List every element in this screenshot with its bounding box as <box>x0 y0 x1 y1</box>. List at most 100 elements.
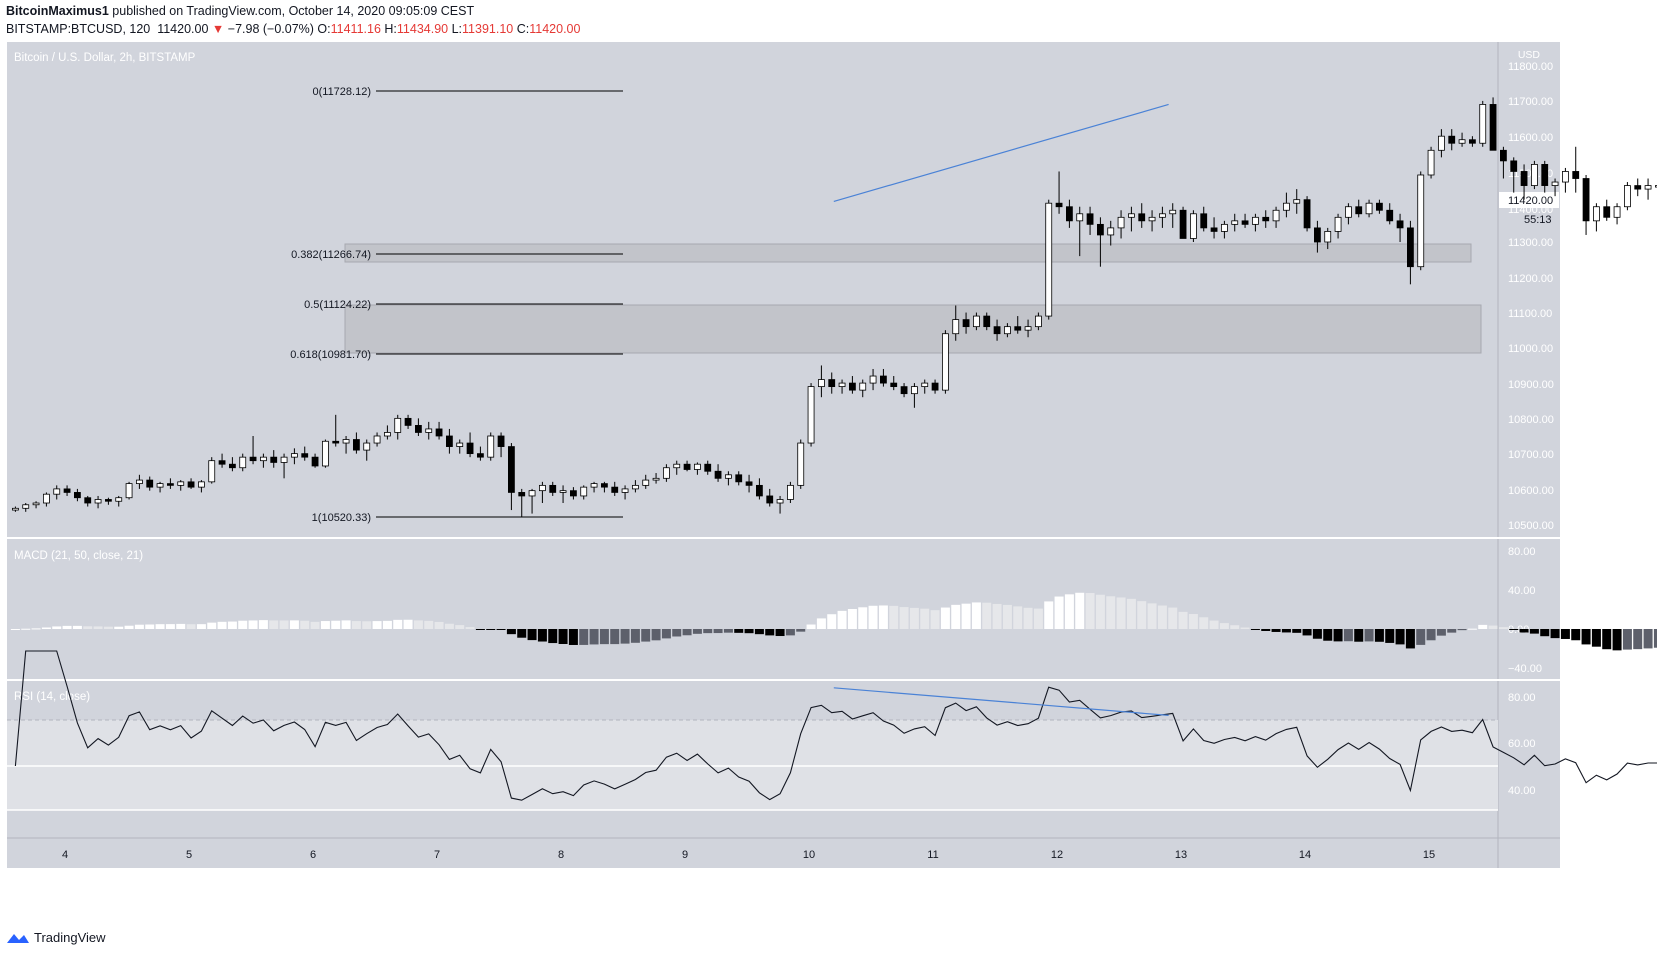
support-zone-upper[interactable] <box>344 243 1472 263</box>
macd-bar <box>1250 629 1260 630</box>
macd-bar <box>1509 629 1519 630</box>
rsi-trend-line[interactable] <box>833 687 1169 716</box>
macd-bar <box>868 605 878 629</box>
candle-down <box>218 460 226 465</box>
price-axis-bg[interactable] <box>1498 42 1560 838</box>
macd-bar <box>506 629 516 635</box>
macd-bar <box>620 629 630 644</box>
candle-down <box>249 456 257 462</box>
macd-bar <box>1457 629 1467 631</box>
fib-label-0: 0(11728.12) <box>312 86 371 98</box>
candle-down <box>1200 213 1208 229</box>
y-tick: 10700.00 <box>1508 449 1554 461</box>
macd-bar <box>444 623 454 629</box>
macd-bar <box>248 620 258 629</box>
candle-down <box>849 382 856 391</box>
rsi-y-tick: 80.00 <box>1508 692 1536 704</box>
candle-up <box>838 382 846 388</box>
fib-label-1: 1(10520.33) <box>312 512 371 524</box>
tradingview-logo-icon <box>7 933 29 943</box>
macd-bar <box>992 603 1002 629</box>
candle-up <box>115 497 123 502</box>
macd-bar <box>630 629 640 643</box>
low-value: 11391.10 <box>462 22 514 36</box>
candle-down <box>1262 216 1270 222</box>
candle-down <box>187 481 195 488</box>
candle-down <box>1603 206 1611 218</box>
candle-up <box>952 319 960 335</box>
candle-up <box>869 375 877 384</box>
macd-bar <box>1292 629 1302 633</box>
candle-down <box>1241 220 1249 225</box>
macd-bar <box>971 602 981 629</box>
candle-up <box>1004 326 1011 335</box>
macd-bar <box>207 622 217 629</box>
macd-bar <box>589 629 599 645</box>
candle-up <box>1128 213 1135 218</box>
macd-bar <box>1385 629 1395 643</box>
candle-down <box>601 483 608 488</box>
macd-bar <box>1044 601 1054 629</box>
macd-bar <box>827 614 837 629</box>
last-price-badge <box>1499 192 1559 208</box>
macd-bar <box>1271 629 1281 632</box>
macd-bar <box>878 605 888 629</box>
candle-down <box>1014 326 1022 331</box>
x-tick: 5 <box>186 849 192 861</box>
candle-down <box>549 484 557 493</box>
candle-up <box>1148 216 1156 222</box>
candle-down <box>1500 149 1507 162</box>
macd-bar <box>1281 629 1291 633</box>
macd-bar <box>1261 629 1271 631</box>
macd-bar <box>424 620 434 629</box>
candle-up <box>642 479 650 486</box>
macd-bar <box>83 626 93 629</box>
tradingview-logo[interactable]: TradingView <box>6 930 106 945</box>
macd-bar <box>258 620 268 629</box>
fib-label-05: 0.5(11124.22) <box>304 299 371 311</box>
candle-up <box>1334 216 1342 232</box>
macd-bar <box>744 629 754 634</box>
candle-up <box>621 488 629 493</box>
price-trend-line[interactable] <box>833 103 1169 203</box>
candle-down <box>704 463 712 472</box>
macd-bar <box>300 620 310 629</box>
candle-down <box>352 439 360 451</box>
macd-bar <box>10 629 20 630</box>
candle-down <box>228 463 236 469</box>
x-tick: 9 <box>682 849 688 861</box>
candle-down <box>166 483 174 486</box>
publisher-name[interactable]: BitcoinMaximus1 <box>6 4 109 18</box>
candle-up <box>1593 206 1600 222</box>
support-zone-lower[interactable] <box>344 304 1482 354</box>
candle-down <box>1314 227 1321 243</box>
macd-bar <box>1075 592 1085 629</box>
candle-up <box>1107 227 1115 236</box>
candle-down <box>1489 104 1497 151</box>
candle-down <box>931 382 939 391</box>
macd-bar <box>145 624 155 629</box>
last-price-label: 11420.00 <box>1508 195 1553 207</box>
candle-up <box>859 382 867 391</box>
macd-bar <box>765 629 775 636</box>
macd-bar <box>1033 608 1043 629</box>
y-tick: 11700.00 <box>1508 96 1553 108</box>
candle-up <box>1644 185 1652 190</box>
macd-bar <box>103 626 113 629</box>
candle-up <box>1438 135 1445 151</box>
macd-bar <box>1157 605 1167 629</box>
time-axis-bg[interactable] <box>7 838 1560 868</box>
y-tick: 11200.00 <box>1508 273 1553 285</box>
candle-up <box>156 483 164 488</box>
macd-bar <box>568 629 578 645</box>
candle-up <box>663 467 670 479</box>
candle-up <box>1324 231 1332 243</box>
macd-bar <box>1622 629 1632 650</box>
macd-panel-title: MACD (21, 50, close, 21) <box>14 550 143 562</box>
macd-bar <box>1633 629 1643 650</box>
candle-up <box>1190 213 1197 239</box>
candle-up <box>259 456 267 462</box>
candle-up <box>694 463 701 470</box>
macd-bar <box>734 629 744 633</box>
